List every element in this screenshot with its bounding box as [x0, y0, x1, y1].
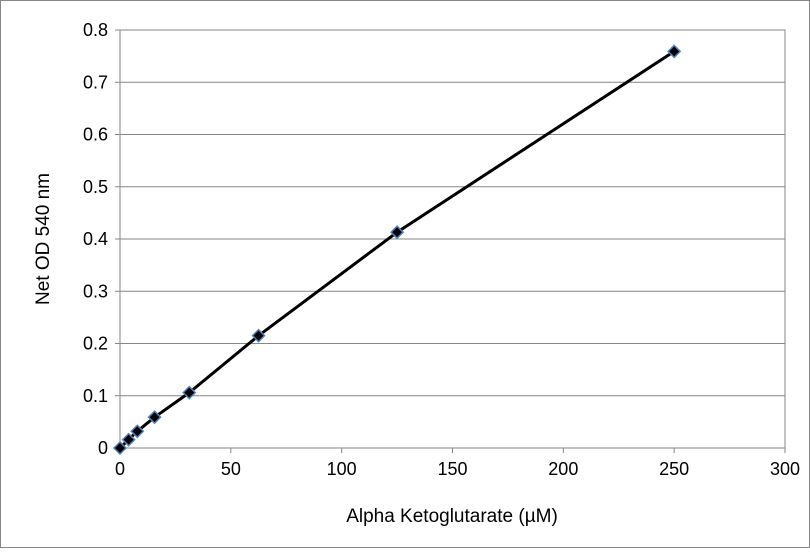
x-axis-title: Alpha Ketoglutarate (µM) — [346, 506, 558, 527]
x-tick-label: 0 — [115, 459, 125, 479]
data-point-marker — [147, 410, 162, 425]
x-tick-label: 150 — [437, 459, 467, 479]
data-point-marker — [182, 385, 197, 400]
y-tick-label: 0.8 — [83, 20, 108, 40]
x-tick-label: 250 — [659, 459, 689, 479]
gridlines — [120, 29, 785, 397]
x-tick-label: 200 — [548, 459, 578, 479]
x-tick-label: 50 — [221, 459, 241, 479]
data-point-marker — [251, 328, 266, 343]
y-tick-label: 0 — [98, 438, 108, 458]
y-tick-label: 0.7 — [83, 72, 108, 92]
data-point-marker — [667, 44, 682, 59]
data-point-marker — [390, 225, 405, 240]
y-tick-label: 0.2 — [83, 334, 108, 354]
axes: 0 0.1 0.2 0.3 0.4 0.5 0.6 0.7 0.8 0 50 100 150 200 250… — [83, 20, 800, 479]
x-tick-label: 300 — [770, 459, 800, 479]
data-series — [112, 44, 682, 456]
y-tick-label: 0.4 — [83, 229, 108, 249]
data-point-marker — [121, 432, 136, 447]
y-tick-label: 0.3 — [83, 281, 108, 301]
x-tick-label: 100 — [327, 459, 357, 479]
data-point-marker — [112, 440, 128, 456]
data-point-marker — [130, 424, 145, 439]
y-axis-title: Net OD 540 nm — [33, 173, 54, 305]
y-tick-label: 0.6 — [83, 125, 108, 145]
y-tick-label: 0.1 — [83, 386, 108, 406]
y-tick-label: 0.5 — [83, 177, 108, 197]
